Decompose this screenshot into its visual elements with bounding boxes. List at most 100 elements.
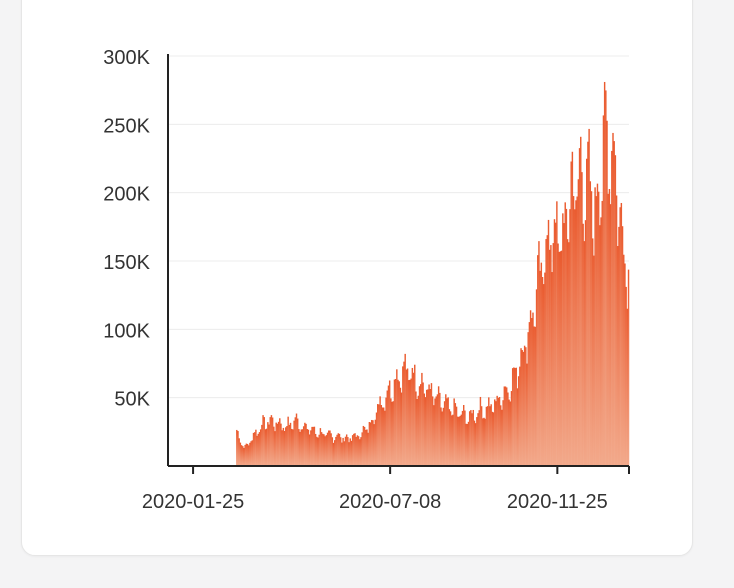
bar bbox=[411, 367, 414, 466]
bar bbox=[502, 400, 504, 466]
bar bbox=[574, 209, 576, 467]
bar bbox=[558, 251, 560, 466]
bar bbox=[354, 433, 356, 466]
bar bbox=[497, 397, 500, 466]
bar bbox=[519, 366, 521, 466]
bar bbox=[385, 397, 387, 466]
bar bbox=[600, 217, 602, 466]
bar bbox=[560, 250, 563, 466]
bar bbox=[458, 416, 460, 466]
bar bbox=[433, 405, 435, 466]
bar bbox=[528, 322, 531, 466]
bar bbox=[337, 433, 340, 466]
bar bbox=[576, 196, 578, 466]
bar bbox=[465, 423, 467, 466]
bar bbox=[334, 440, 336, 466]
bar bbox=[380, 405, 383, 466]
bar bbox=[449, 411, 452, 466]
bar bbox=[602, 115, 605, 467]
bar bbox=[418, 386, 421, 466]
bar bbox=[552, 243, 554, 466]
bar bbox=[537, 255, 539, 466]
bar bbox=[548, 249, 551, 466]
bar bbox=[529, 310, 532, 466]
bar bbox=[507, 392, 509, 466]
bar bbox=[540, 262, 543, 466]
bar bbox=[482, 418, 484, 466]
bar bbox=[431, 396, 434, 466]
bar bbox=[510, 391, 513, 466]
bar bbox=[620, 202, 623, 467]
bar bbox=[408, 380, 410, 466]
bar bbox=[369, 422, 372, 466]
bar bbox=[238, 438, 240, 466]
bar bbox=[322, 433, 324, 466]
bar bbox=[496, 395, 498, 466]
bar bbox=[296, 418, 299, 466]
bar bbox=[473, 420, 476, 466]
x-tick-label: 2020-11-25 bbox=[507, 491, 608, 513]
bar bbox=[527, 332, 529, 466]
bar bbox=[467, 421, 470, 466]
bar bbox=[302, 426, 305, 466]
bar bbox=[451, 415, 453, 466]
bar bbox=[593, 255, 595, 466]
bar bbox=[416, 398, 418, 466]
bar bbox=[280, 423, 282, 466]
bar bbox=[289, 422, 292, 466]
bar bbox=[557, 243, 559, 466]
bar bbox=[535, 289, 538, 466]
bar bbox=[541, 277, 544, 466]
bar bbox=[317, 437, 319, 466]
bar bbox=[310, 430, 312, 466]
bar bbox=[341, 442, 343, 466]
bar bbox=[430, 383, 433, 466]
bar bbox=[394, 378, 397, 466]
bar bbox=[514, 367, 516, 466]
bar bbox=[539, 270, 541, 466]
bar bbox=[268, 424, 270, 466]
bar bbox=[442, 407, 445, 466]
bar bbox=[562, 213, 564, 466]
bar bbox=[412, 372, 415, 466]
bar bbox=[494, 399, 496, 466]
bar bbox=[464, 410, 466, 466]
bar bbox=[429, 389, 431, 466]
bar bbox=[269, 417, 271, 466]
bar bbox=[372, 420, 374, 466]
bar bbox=[255, 429, 257, 466]
bar bbox=[422, 382, 424, 466]
bar bbox=[345, 434, 348, 466]
bar bbox=[397, 379, 399, 466]
bar bbox=[392, 401, 394, 466]
bar bbox=[479, 396, 482, 466]
bar bbox=[324, 436, 326, 466]
bar bbox=[550, 245, 552, 466]
bar bbox=[390, 398, 392, 466]
bar bbox=[274, 431, 276, 466]
bar bbox=[607, 193, 609, 467]
bar bbox=[348, 442, 350, 466]
bar bbox=[312, 426, 314, 466]
bar bbox=[480, 406, 483, 466]
bar bbox=[288, 424, 291, 466]
bar bbox=[336, 434, 338, 466]
bar bbox=[400, 392, 403, 466]
bar bbox=[245, 443, 248, 466]
y-axis-ticks: 50K 100K 150K 200K 250K 300K bbox=[103, 47, 150, 411]
bar bbox=[448, 409, 451, 466]
bar bbox=[588, 128, 590, 467]
bar bbox=[249, 442, 251, 466]
bar bbox=[263, 417, 265, 466]
bar bbox=[545, 239, 547, 466]
bar bbox=[544, 272, 546, 466]
bar bbox=[359, 439, 361, 466]
bar bbox=[295, 413, 298, 466]
x-tick-label: 2020-07-08 bbox=[339, 491, 441, 513]
bar bbox=[525, 347, 527, 466]
bar bbox=[270, 415, 273, 466]
bar bbox=[611, 150, 613, 466]
bar bbox=[258, 432, 261, 466]
bar bbox=[437, 386, 440, 466]
